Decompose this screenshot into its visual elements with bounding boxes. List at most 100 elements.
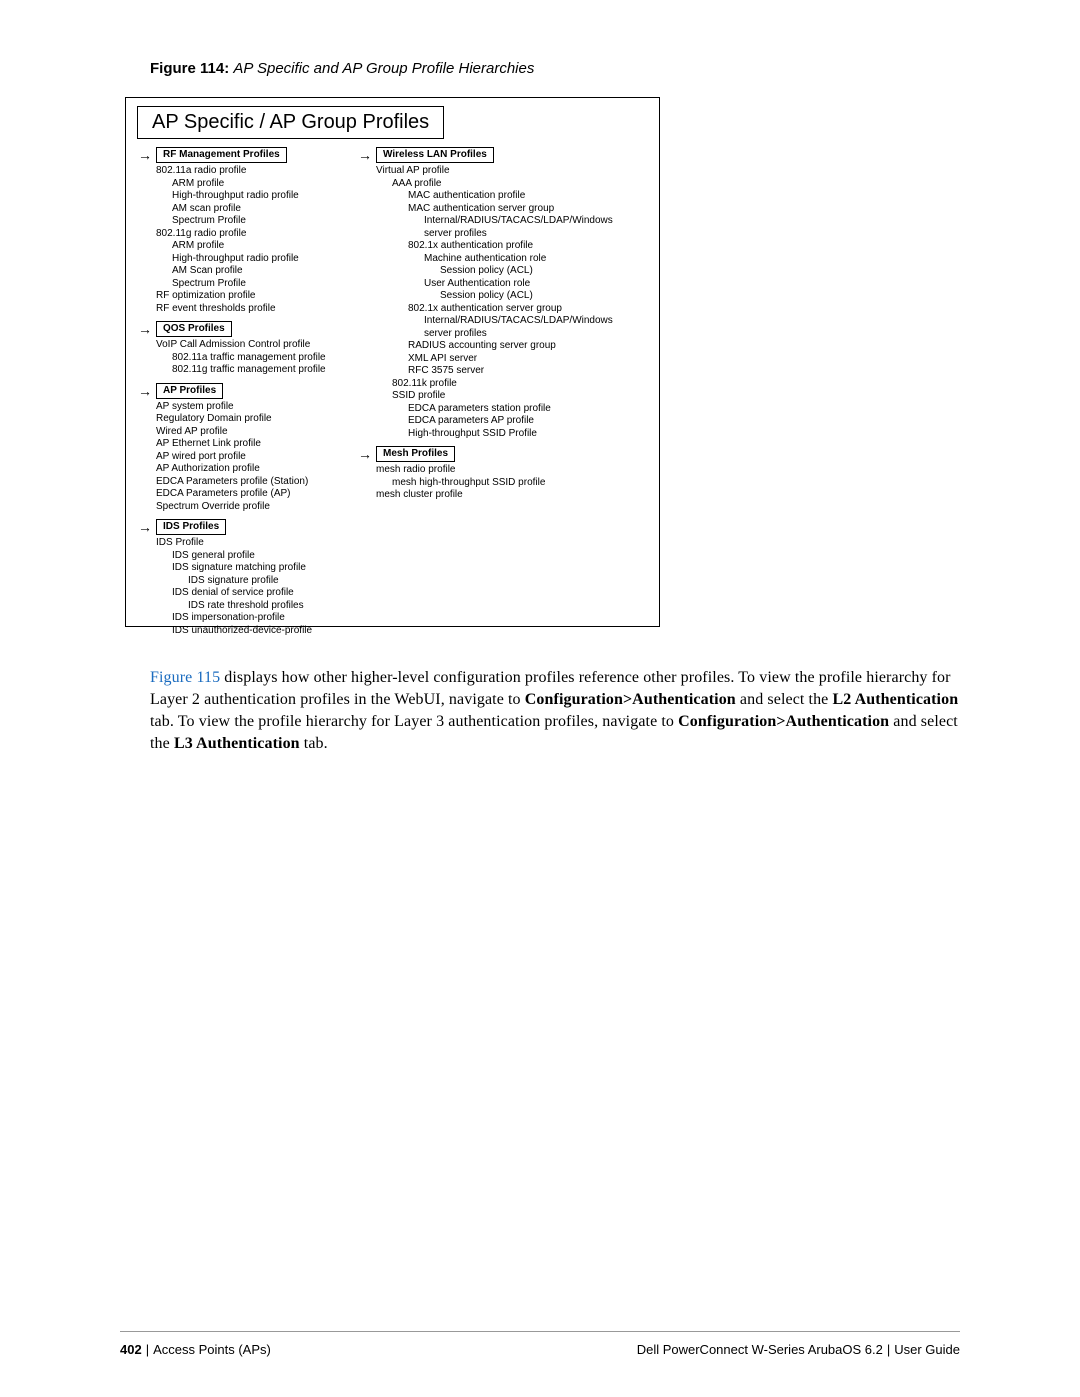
arrow-icon: → [358,147,376,163]
profile-item: IDS rate threshold profiles [156,600,338,613]
section-box-label: AP Profiles [156,383,223,399]
profile-item: Spectrum Override profile [156,501,338,514]
profile-item: 802.11a traffic management profile [156,352,338,365]
figure-caption: Figure 114: AP Specific and AP Group Pro… [150,60,960,77]
profile-item: AP wired port profile [156,451,338,464]
footer-right: Dell PowerConnect W-Series ArubaOS 6.2 | U… [637,1342,960,1357]
profile-item: AM scan profile [156,203,338,216]
page-footer: 402 | Access Points (APs) Dell PowerConnec… [120,1331,960,1357]
section-header: →Wireless LAN Profiles [358,147,618,163]
profile-item: 802.11k profile [376,378,618,391]
profile-tree: mesh radio profilemesh high-throughput S… [376,464,618,502]
profile-item: EDCA parameters station profile [376,403,618,416]
profile-item: IDS general profile [156,550,338,563]
footer-product: Dell PowerConnect W-Series ArubaOS 6.2 [637,1342,883,1357]
profile-section: →IDS Profiles IDS ProfileIDS general prof… [138,519,338,637]
body-paragraph: Figure 115 displays how other higher-lev… [150,667,960,755]
arrow-icon: → [138,321,156,337]
profile-item: AAA profile [376,178,618,191]
body-seg3: tab. To view the profile hierarchy for L… [150,713,678,730]
profile-item: IDS unauthorized-device-profile [156,625,338,638]
profile-section: →Wireless LAN Profiles Virtual AP profile… [358,147,618,440]
section-box-label: QOS Profiles [156,321,232,337]
profile-item: 802.11g traffic management profile [156,364,338,377]
profile-item: Spectrum Profile [156,215,338,228]
profile-item: Regulatory Domain profile [156,413,338,426]
profile-item: AP Ethernet Link profile [156,438,338,451]
figure-label: Figure 114: [150,60,229,77]
arrow-icon: → [138,147,156,163]
profile-item: 802.1x authentication profile [376,240,618,253]
profile-item: IDS signature profile [156,575,338,588]
profile-item: Internal/RADIUS/TACACS/LDAP/Windows serv… [376,315,618,340]
profile-item: 802.11a radio profile [156,165,338,178]
profile-item: MAC authentication server group [376,203,618,216]
profile-item: SSID profile [376,390,618,403]
profile-tree: 802.11a radio profileARM profileHigh-thr… [156,165,338,315]
profile-item: RADIUS accounting server group [376,340,618,353]
arrow-icon: → [358,446,376,462]
profile-tree: IDS ProfileIDS general profileIDS signat… [156,537,338,637]
body-bold3: Configuration>Authentication [678,713,889,730]
figure-reference-link[interactable]: Figure 115 [150,669,220,686]
profile-item: MAC authentication profile [376,190,618,203]
profile-tree: AP system profileRegulatory Domain profi… [156,401,338,514]
profile-item: Session policy (ACL) [376,290,618,303]
profile-item: Machine authentication role [376,253,618,266]
profile-item: VoIP Call Admission Control profile [156,339,338,352]
profile-section: →QOS Profiles VoIP Call Admission Control… [138,321,338,377]
footer-left: 402 | Access Points (APs) [120,1342,271,1357]
profile-section: →AP Profiles AP system profileRegulatory … [138,383,338,514]
footer-sep: | [146,1342,149,1357]
profile-item: 802.11g radio profile [156,228,338,241]
profile-item: RF event thresholds profile [156,303,338,316]
profile-item: High-throughput radio profile [156,253,338,266]
profile-item: IDS Profile [156,537,338,550]
page-number: 402 [120,1342,142,1357]
section-header: →IDS Profiles [138,519,338,535]
profile-item: EDCA Parameters profile (Station) [156,476,338,489]
profile-item: AP Authorization profile [156,463,338,476]
section-box-label: IDS Profiles [156,519,226,535]
profile-tree: Virtual AP profileAAA profileMAC authent… [376,165,618,440]
profile-item: mesh cluster profile [376,489,618,502]
body-bold1: Configuration>Authentication [525,691,736,708]
section-header: →RF Management Profiles [138,147,338,163]
profile-hierarchy-diagram: AP Specific / AP Group Profiles →RF Mana… [125,97,660,627]
profile-item: User Authentication role [376,278,618,291]
footer-sep: | [887,1342,890,1357]
arrow-icon: → [138,383,156,399]
diagram-right-column: →Wireless LAN ProfilesVirtual AP profile… [358,147,618,643]
profile-item: IDS impersonation-profile [156,612,338,625]
body-bold4: L3 Authentication [174,735,300,752]
profile-item: mesh high-throughput SSID profile [376,477,618,490]
body-bold2: L2 Authentication [832,691,958,708]
section-box-label: Mesh Profiles [376,446,455,462]
body-seg2: and select the [736,691,833,708]
profile-item: AP system profile [156,401,338,414]
profile-section: →RF Management Profiles 802.11a radio pro… [138,147,338,315]
profile-item: Virtual AP profile [376,165,618,178]
section-header: →QOS Profiles [138,321,338,337]
body-seg5: tab. [300,735,328,752]
figure-title: AP Specific and AP Group Profile Hierarc… [233,60,534,77]
section-header: →Mesh Profiles [358,446,618,462]
profile-item: High-throughput SSID Profile [376,428,618,441]
profile-item: ARM profile [156,240,338,253]
profile-item: IDS signature matching profile [156,562,338,575]
profile-item: Spectrum Profile [156,278,338,291]
profile-item: mesh radio profile [376,464,618,477]
profile-item: Internal/RADIUS/TACACS/LDAP/Windows serv… [376,215,618,240]
footer-doc: User Guide [894,1342,960,1357]
profile-item: IDS denial of service profile [156,587,338,600]
profile-item: RFC 3575 server [376,365,618,378]
profile-item: Session policy (ACL) [376,265,618,278]
profile-item: EDCA parameters AP profile [376,415,618,428]
section-box-label: Wireless LAN Profiles [376,147,494,163]
diagram-title-box: AP Specific / AP Group Profiles [137,106,444,139]
profile-item: ARM profile [156,178,338,191]
footer-section: Access Points (APs) [153,1342,271,1357]
section-header: →AP Profiles [138,383,338,399]
profile-item: RF optimization profile [156,290,338,303]
diagram-left-column: →RF Management Profiles 802.11a radio pro… [138,147,338,643]
